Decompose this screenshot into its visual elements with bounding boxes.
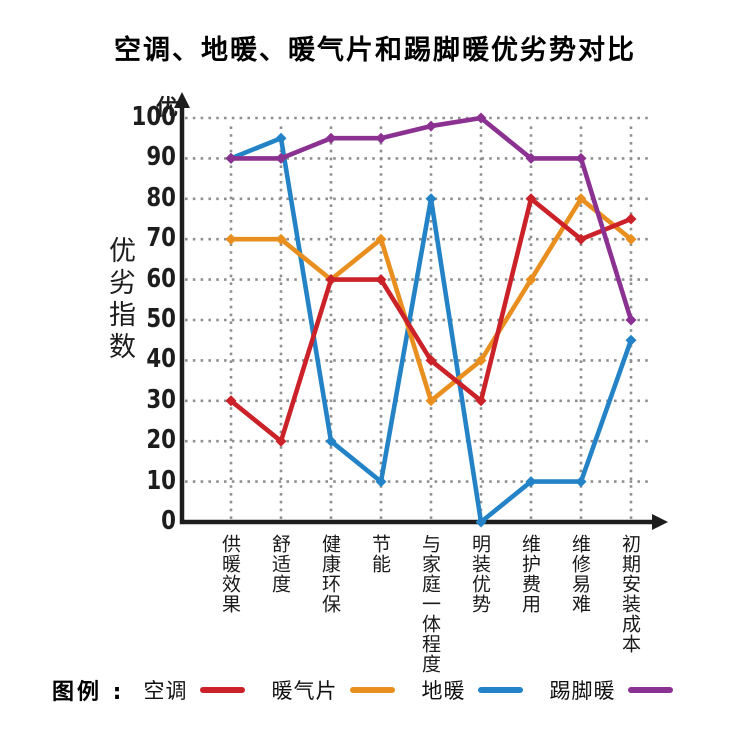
data-point [525, 152, 537, 164]
x-category-label: 舒适度 [269, 534, 291, 594]
legend-items: 空调 暖气片 地暖 踢脚暖 [143, 675, 674, 705]
x-category-label: 维修易难 [569, 534, 591, 614]
data-point [425, 193, 437, 205]
data-point [575, 152, 587, 164]
data-point [325, 274, 337, 286]
data-point [325, 435, 337, 447]
legend-color-swatch [200, 687, 246, 693]
data-point [425, 395, 437, 407]
data-point [225, 233, 237, 245]
data-point [575, 476, 587, 488]
data-point [625, 334, 637, 346]
x-category-label: 健康环保 [319, 534, 341, 614]
legend-color-swatch [478, 687, 524, 693]
data-point [375, 233, 387, 245]
y-tick-label: 40 [146, 344, 176, 375]
y-axis-arrowhead-icon [174, 92, 190, 108]
data-point [475, 354, 487, 366]
data-point [475, 516, 487, 528]
y-tick-label: 20 [146, 425, 176, 456]
data-point [275, 233, 287, 245]
x-category-label: 节能 [369, 534, 391, 574]
legend-item: 空调 [143, 675, 246, 705]
y-tick-label: 30 [146, 384, 176, 415]
y-axis-unit-label: 优 [155, 96, 178, 121]
x-category-label: 明装优势 [469, 534, 491, 614]
y-tick-label: 70 [146, 223, 176, 254]
x-category-label: 与家庭一体程度 [419, 534, 441, 674]
legend-series-name: 地暖 [421, 679, 466, 703]
y-tick-label: 50 [146, 304, 176, 334]
data-point [275, 152, 287, 164]
x-axis-arrowhead-icon [652, 514, 668, 530]
data-point [425, 120, 437, 132]
y-tick-label: 100 [131, 102, 176, 132]
y-tick-label: 60 [146, 263, 176, 294]
legend-series-name: 空调 [143, 679, 188, 703]
x-category-label: 维护费用 [519, 534, 541, 614]
y-tick-label: 80 [146, 182, 176, 213]
legend-color-swatch [628, 687, 674, 693]
data-point [375, 476, 387, 488]
y-axis-title: 优劣指数 [104, 236, 135, 364]
data-point [525, 193, 537, 205]
data-point [625, 233, 637, 245]
y-tick-label: 90 [146, 142, 176, 173]
data-point [575, 233, 587, 245]
data-point [275, 132, 287, 144]
data-point [475, 112, 487, 124]
data-point [325, 132, 337, 144]
data-point [475, 395, 487, 407]
data-point [225, 152, 237, 164]
data-point [525, 274, 537, 286]
legend-series-name: 暖气片 [271, 679, 338, 703]
legend: 图例 : 空调 暖气片 地暖 踢脚暖 [52, 674, 674, 706]
data-point [575, 193, 587, 205]
y-tick-label: 0 [161, 506, 176, 536]
data-point [425, 354, 437, 366]
legend-item: 踢脚暖 [549, 675, 674, 705]
data-point [625, 213, 637, 225]
x-category-label: 初期安装成本 [619, 534, 641, 654]
legend-series-name: 踢脚暖 [549, 679, 616, 703]
data-point [625, 314, 637, 326]
chart-title: 空调、地暖、暖气片和踢脚暖优劣势对比 [114, 35, 636, 66]
y-tick-label: 10 [146, 465, 176, 496]
data-point [375, 274, 387, 286]
legend-item: 暖气片 [271, 675, 396, 705]
legend-item: 地暖 [421, 675, 524, 705]
data-point [525, 476, 537, 488]
data-point [225, 395, 237, 407]
legend-color-swatch [350, 687, 396, 693]
data-point [375, 132, 387, 144]
data-point [275, 435, 287, 447]
legend-title: 图例 : [52, 680, 125, 705]
x-category-label: 供暖效果 [219, 534, 241, 614]
